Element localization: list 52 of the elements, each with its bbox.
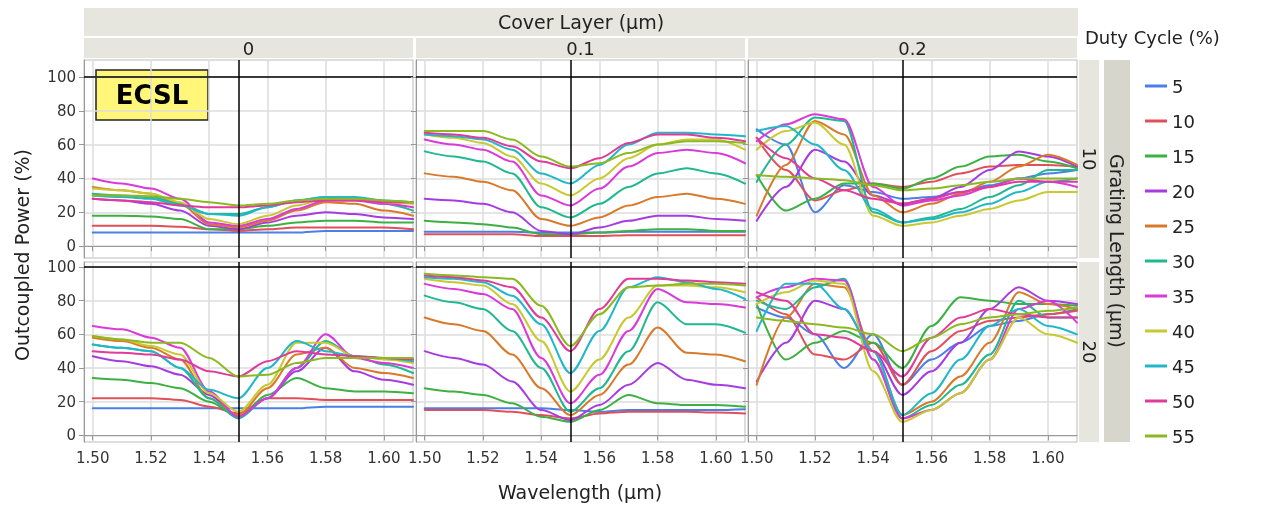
x-tick-label: 1.50 — [408, 448, 442, 467]
x-tick-label: 1.56 — [914, 448, 949, 467]
chart-title: 0.2 — [898, 37, 927, 59]
y-tick-label: 40 — [56, 358, 76, 377]
chart-title: 0.1 — [566, 37, 595, 59]
y-tick-label: 40 — [56, 169, 76, 188]
x-tick-label: 1.50 — [740, 448, 774, 467]
x-tick-label: 1.56 — [582, 448, 617, 467]
y2-axis-title: 20 — [1078, 340, 1100, 364]
legend-label: 10 — [1172, 110, 1195, 132]
x-tick-label: 1.60 — [367, 448, 401, 467]
x-tick-label: 1.54 — [192, 448, 226, 467]
x-tick-label: 1.60 — [699, 448, 733, 467]
y-tick-label: 20 — [56, 392, 76, 411]
text: Outcoupled Power (%) — [11, 148, 33, 362]
legend-label: 50 — [1172, 390, 1195, 412]
y-tick-label: 0 — [66, 426, 76, 445]
y-tick-label: 80 — [56, 101, 76, 120]
y-tick-label: 20 — [56, 203, 76, 222]
legend-label: 45 — [1172, 355, 1195, 377]
x-tick-label: 1.58 — [640, 448, 675, 467]
annotation: ECSL — [115, 80, 189, 110]
legend-label: 55 — [1172, 425, 1195, 447]
x-tick-label: 1.52 — [134, 448, 168, 467]
legend-label: 30 — [1172, 250, 1195, 272]
text: Cover Layer (µm) — [497, 11, 665, 33]
legend-label: 15 — [1172, 145, 1195, 167]
x-tick-label: 1.54 — [524, 448, 558, 467]
text: Grating Length (µm) — [1106, 153, 1128, 349]
y2-axis-title: 10 — [1078, 147, 1100, 171]
y-tick-label: 60 — [56, 325, 76, 344]
x-tick-label: 1.58 — [972, 448, 1007, 467]
x-tick-label: 1.60 — [1031, 448, 1065, 467]
y-tick-label: 0 — [66, 237, 76, 256]
legend-label: 20 — [1172, 180, 1195, 202]
x-tick-label: 1.52 — [798, 448, 832, 467]
chart-title: 0 — [242, 37, 255, 59]
y-tick-label: 60 — [56, 135, 76, 154]
x-tick-label: 1.50 — [76, 448, 110, 467]
x-tick-label: 1.58 — [308, 448, 343, 467]
y-tick-label: 100 — [47, 258, 76, 277]
x-tick-label: 1.54 — [856, 448, 890, 467]
x-tick-label: 1.52 — [466, 448, 500, 467]
legend-label: 35 — [1172, 285, 1195, 307]
legend-label: 25 — [1172, 215, 1195, 237]
text: Wavelength (µm) — [497, 481, 663, 503]
legend-label: 5 — [1172, 75, 1184, 97]
x-tick-label: 1.56 — [250, 448, 285, 467]
y-tick-label: 100 — [47, 67, 76, 86]
legend-title: Duty Cycle (%) — [1085, 26, 1220, 48]
legend-label: 40 — [1172, 320, 1195, 342]
y-tick-label: 80 — [56, 291, 76, 310]
